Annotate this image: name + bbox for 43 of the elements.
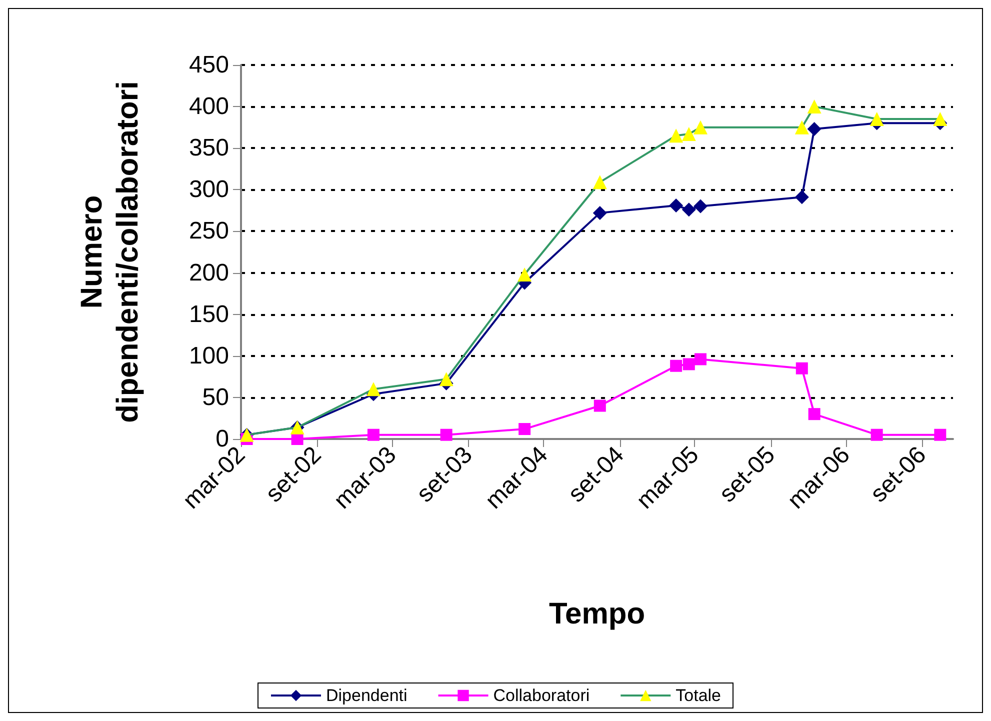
point: [440, 428, 452, 441]
y-tick-label: 200: [188, 259, 229, 286]
point: [870, 428, 883, 441]
point: [439, 372, 454, 386]
y-tick-label: 50: [202, 384, 229, 411]
point: [794, 120, 809, 134]
point: [694, 353, 706, 366]
point: [693, 120, 708, 134]
legend-label: Collaboratori: [493, 686, 590, 705]
point: [669, 128, 684, 143]
y-tick-label: 450: [188, 52, 229, 78]
point: [367, 428, 380, 441]
point: [592, 175, 607, 190]
point: [807, 100, 822, 114]
point: [693, 199, 708, 214]
point: [518, 267, 532, 282]
y-tick-label: 250: [188, 218, 229, 245]
y-tick-label: 150: [188, 300, 229, 328]
point: [669, 198, 684, 212]
y-tick-label: 400: [188, 93, 229, 120]
legend-label: Dipendenti: [326, 686, 408, 705]
point: [682, 202, 696, 217]
point: [592, 206, 607, 220]
point: [518, 423, 531, 436]
point: [366, 382, 380, 396]
point: [682, 358, 695, 370]
point: [807, 122, 822, 136]
point: [794, 190, 809, 204]
y-tick-label: 0: [216, 426, 229, 452]
legend-label: Totale: [676, 686, 722, 705]
point: [933, 112, 948, 126]
point: [594, 400, 606, 412]
point: [934, 428, 946, 441]
x-axis-title: Tempo: [548, 598, 646, 630]
point: [808, 408, 820, 420]
y-tick-label: 350: [188, 134, 229, 162]
point: [870, 112, 884, 126]
y-axis-title: Numero dipendenti/collaboratori: [76, 81, 144, 423]
point: [796, 362, 808, 374]
point: [682, 126, 696, 141]
point: [670, 360, 682, 372]
y-tick-label: 100: [188, 342, 229, 370]
y-tick-label: 300: [188, 176, 229, 204]
